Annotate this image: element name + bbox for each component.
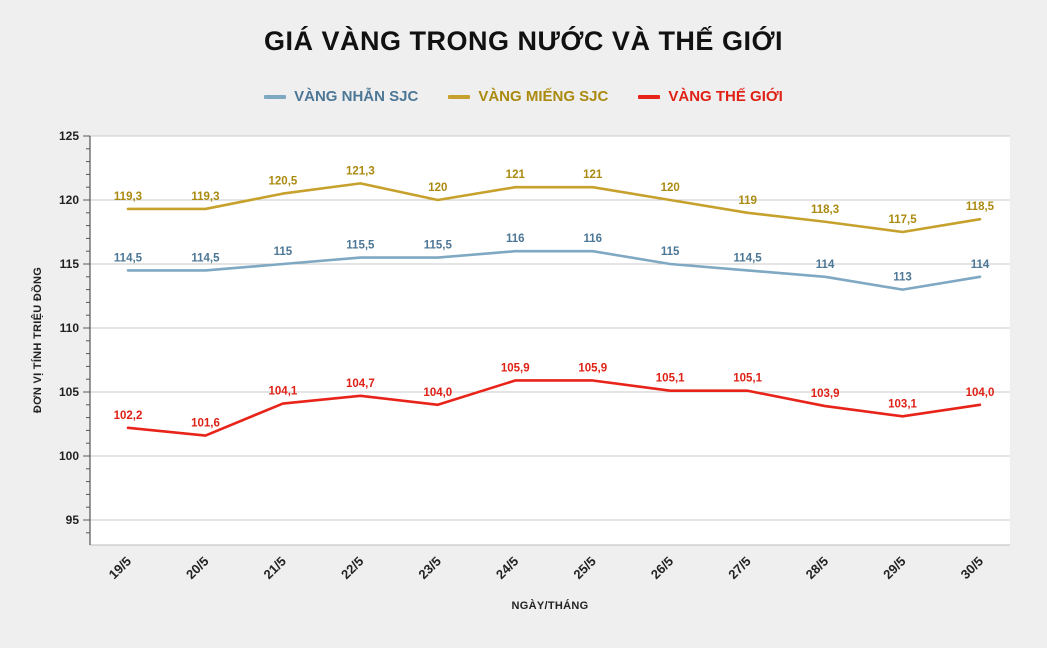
- x-tick-label: 23/5: [415, 554, 444, 583]
- data-label: 101,6: [191, 418, 220, 430]
- x-tick-label: 28/5: [803, 554, 832, 583]
- data-label: 120: [428, 182, 447, 194]
- data-label: 113: [893, 272, 912, 284]
- series-line: [126, 182, 982, 234]
- data-label: 114,5: [734, 252, 763, 264]
- y-axis-title: ĐƠN VỊ TÍNH TRIỆU ĐỒNG: [32, 266, 44, 414]
- data-label: 114,5: [191, 252, 220, 264]
- data-label: 114: [971, 259, 990, 271]
- chart-legend: VÀNG NHẪN SJC VÀNG MIẾNG SJC VÀNG THẾ GIỚI: [0, 88, 1047, 105]
- data-label: 103,1: [888, 398, 917, 410]
- data-label: 104,0: [966, 387, 995, 399]
- data-label: 119,3: [191, 191, 219, 203]
- y-tick-label: 100: [59, 449, 79, 463]
- plot-background: [90, 136, 1010, 545]
- legend-line-marker: [638, 94, 661, 99]
- data-label: 115: [661, 246, 680, 258]
- data-label: 119: [738, 195, 757, 207]
- data-label: 105,1: [656, 373, 685, 385]
- data-label: 104,1: [269, 386, 298, 398]
- data-label: 102,2: [114, 410, 143, 422]
- data-label: 114: [816, 259, 835, 271]
- data-label: 115,5: [346, 240, 375, 252]
- legend-label: VÀNG MIẾNG SJC: [478, 88, 609, 105]
- y-tick-label: 115: [60, 257, 80, 271]
- y-tick-label: 105: [59, 385, 79, 399]
- data-label: 120,5: [269, 176, 298, 188]
- data-label: 116: [583, 233, 602, 245]
- legend-item: VÀNG NHẪN SJC: [264, 88, 418, 105]
- x-tick-label: 29/5: [880, 554, 909, 583]
- data-label: 105,9: [501, 362, 530, 374]
- y-tick-label: 95: [66, 513, 80, 527]
- data-label: 121: [506, 169, 526, 181]
- data-label: 115: [274, 246, 293, 258]
- data-label: 115,5: [424, 240, 453, 252]
- data-label: 117,5: [888, 214, 917, 226]
- legend-line-marker: [448, 94, 471, 99]
- x-tick-label: 19/5: [106, 554, 135, 583]
- series-line: [126, 379, 982, 437]
- data-label: 105,9: [578, 362, 607, 374]
- legend-line-marker: [264, 94, 287, 99]
- data-label: 103,9: [811, 388, 840, 400]
- x-axis-title: NGÀY/THÁNG: [511, 600, 589, 612]
- data-label: 116: [506, 233, 525, 245]
- data-label: 120: [661, 182, 680, 194]
- x-tick-label: 24/5: [493, 554, 522, 583]
- y-tick-label: 110: [60, 321, 80, 335]
- legend-label: VÀNG THẾ GIỚI: [668, 88, 783, 105]
- x-tick-label: 21/5: [261, 554, 290, 583]
- x-tick-label: 22/5: [338, 554, 367, 583]
- legend-label: VÀNG NHẪN SJC: [294, 88, 419, 105]
- data-label: 104,0: [423, 387, 452, 399]
- legend-item: VÀNG MIẾNG SJC: [448, 88, 608, 105]
- y-tick-label: 125: [59, 129, 79, 143]
- legend-item: VÀNG THẾ GIỚI: [638, 88, 783, 105]
- chart-title: GIÁ VÀNG TRONG NƯỚC VÀ THẾ GIỚI: [264, 26, 783, 56]
- x-tick-label: 20/5: [183, 554, 212, 583]
- data-label: 104,7: [346, 378, 375, 390]
- series-line: [126, 249, 982, 291]
- x-tick-label: 25/5: [570, 554, 599, 583]
- data-label: 105,1: [733, 373, 762, 385]
- data-label: 119,3: [114, 191, 142, 203]
- data-label: 118,5: [966, 201, 995, 213]
- data-label: 114,5: [114, 252, 143, 264]
- data-label: 121: [583, 169, 603, 181]
- y-tick-label: 120: [59, 193, 79, 207]
- x-tick-label: 27/5: [725, 554, 754, 583]
- data-label: 118,3: [811, 204, 839, 216]
- x-tick-label: 26/5: [648, 554, 677, 583]
- x-tick-label: 30/5: [958, 554, 987, 583]
- data-label: 121,3: [346, 165, 375, 177]
